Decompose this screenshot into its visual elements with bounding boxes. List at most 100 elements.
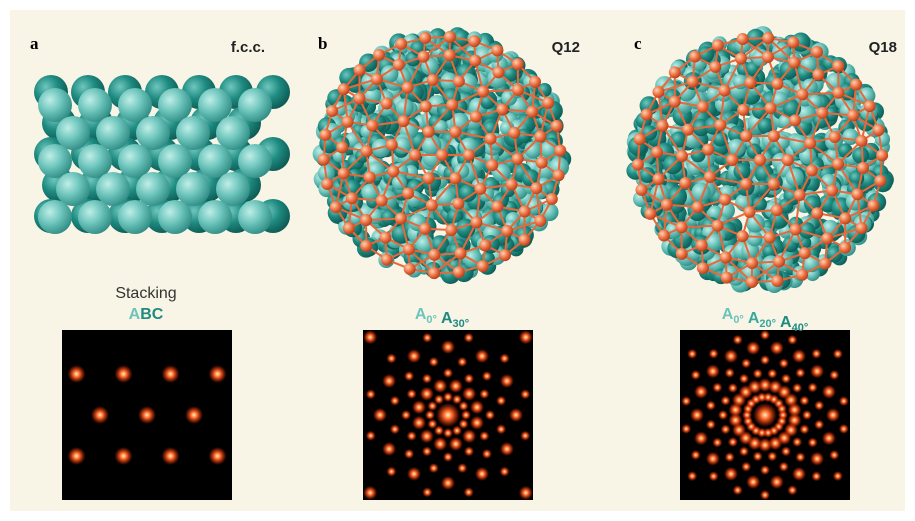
light-sphere xyxy=(96,116,130,150)
diffraction-spot xyxy=(382,442,397,456)
diffraction-spot xyxy=(810,364,825,379)
diffraction-spot xyxy=(463,332,474,343)
diffraction-spot xyxy=(712,382,723,393)
diffraction-spot xyxy=(373,408,387,422)
diffraction-spot xyxy=(724,466,738,481)
diffraction-spot xyxy=(746,474,761,489)
diffraction-spot xyxy=(475,349,489,364)
diffraction-spot xyxy=(814,400,825,411)
bond xyxy=(773,135,811,145)
node xyxy=(341,115,354,128)
node xyxy=(767,178,780,191)
node xyxy=(652,85,665,98)
diffraction-spot xyxy=(776,403,787,414)
node xyxy=(329,201,342,214)
node xyxy=(851,188,864,201)
node xyxy=(796,268,809,281)
diffraction-spot xyxy=(389,424,400,435)
node xyxy=(631,158,644,171)
panel-label: a xyxy=(30,34,39,53)
node xyxy=(839,212,852,225)
diffraction-spot xyxy=(443,428,453,438)
light-sphere xyxy=(198,88,232,122)
layer-letter: A xyxy=(722,306,734,323)
layer-letter: B xyxy=(140,306,152,323)
node xyxy=(402,243,415,256)
node xyxy=(353,64,366,77)
diffraction-spot xyxy=(728,413,743,428)
diffraction-spot xyxy=(452,425,462,436)
diffraction-spot xyxy=(365,430,376,441)
sphere xyxy=(540,203,559,222)
node xyxy=(718,193,731,206)
diffraction-spot xyxy=(799,395,810,406)
diffraction-spot xyxy=(787,485,798,496)
node xyxy=(736,230,749,243)
node xyxy=(387,165,400,178)
diffraction-spot xyxy=(826,408,840,422)
diffraction-spot xyxy=(781,446,791,457)
diffraction-spot xyxy=(452,394,462,405)
bond xyxy=(745,107,772,137)
node xyxy=(771,77,784,90)
node xyxy=(719,251,732,264)
diffraction-spot xyxy=(433,379,448,394)
node xyxy=(454,247,467,260)
node xyxy=(855,134,868,147)
bond xyxy=(802,91,839,96)
sphere xyxy=(732,74,748,90)
node xyxy=(366,119,379,132)
diffraction-spot xyxy=(518,485,533,500)
diffraction-spot xyxy=(821,384,836,399)
node xyxy=(668,66,681,79)
node xyxy=(832,60,845,73)
node xyxy=(805,164,818,177)
diffraction-spot xyxy=(787,334,798,345)
node xyxy=(709,60,722,73)
node xyxy=(552,169,565,182)
diffraction-spot xyxy=(810,451,825,466)
node xyxy=(720,271,733,284)
node xyxy=(635,183,648,196)
diffraction-spot xyxy=(694,384,709,399)
node xyxy=(526,105,539,118)
fcc-structure xyxy=(34,75,290,234)
node xyxy=(821,232,834,245)
node xyxy=(762,32,775,45)
node xyxy=(695,239,708,252)
sphere xyxy=(639,167,656,183)
node xyxy=(319,128,332,141)
diffraction-spot xyxy=(443,452,453,462)
light-sphere xyxy=(78,144,112,178)
node xyxy=(380,253,393,266)
diffraction-spot xyxy=(469,415,484,430)
diffraction-spot xyxy=(485,410,495,420)
diffraction-spot xyxy=(462,429,477,444)
node xyxy=(443,30,456,43)
sphere xyxy=(458,184,477,202)
node xyxy=(675,150,688,163)
diffraction-spot xyxy=(724,452,735,463)
light-sphere xyxy=(158,200,192,234)
diffraction-spot xyxy=(448,436,463,451)
diffraction-spot xyxy=(727,383,738,394)
diffraction-spot xyxy=(443,392,453,402)
light-sphere xyxy=(56,172,90,206)
diffraction-spot xyxy=(406,431,417,441)
light-sphere xyxy=(238,88,272,122)
diffraction-spot xyxy=(428,463,439,474)
diffraction-spot xyxy=(732,485,743,496)
diffraction-spot xyxy=(481,448,492,459)
light-sphere xyxy=(136,116,170,150)
node xyxy=(449,172,462,185)
diffraction-spot xyxy=(705,400,716,411)
node xyxy=(395,37,408,50)
diffraction-spot xyxy=(436,403,460,427)
sphere xyxy=(380,209,397,226)
node xyxy=(876,149,889,162)
node xyxy=(321,177,334,190)
node xyxy=(763,231,776,244)
diffraction-spot xyxy=(481,371,492,382)
node xyxy=(798,247,811,260)
